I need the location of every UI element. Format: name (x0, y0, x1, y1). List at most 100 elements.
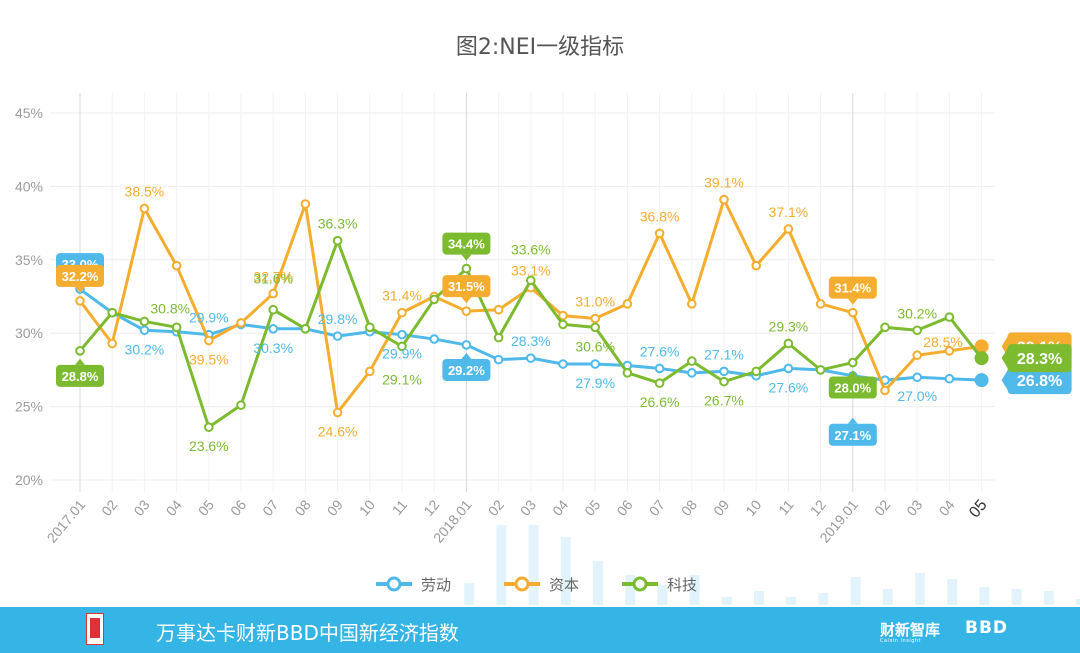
data-point (107, 338, 117, 349)
data-label: 33.1% (511, 263, 551, 279)
data-point (558, 319, 568, 330)
data-point (493, 354, 504, 365)
x-tick-label: 11 (775, 496, 797, 518)
background-bar (689, 575, 700, 605)
caixin-insight-logo: 财新智库 Caixin Insight (880, 619, 940, 644)
bubble-label: 34.4% (442, 232, 491, 261)
background-bar (915, 573, 925, 605)
data-label: 29.8% (318, 311, 358, 327)
background-bar (593, 561, 603, 605)
data-point (461, 340, 472, 350)
background-bar (947, 579, 958, 605)
data-point (783, 363, 794, 374)
data-point (429, 294, 440, 305)
bubble-bg (56, 364, 104, 387)
x-tick-label: 04 (163, 496, 185, 518)
bubble-label: 32.2% (56, 264, 104, 293)
data-label: 24.6% (318, 423, 358, 439)
x-tick-label: 09 (710, 496, 732, 518)
data-point (848, 307, 858, 318)
data-point (493, 332, 504, 343)
data-point (300, 199, 311, 209)
data-point (974, 351, 989, 366)
data-labels: 33.0%32.2%28.8%30.2%38.5%30.8%29.9%39.5%… (56, 175, 963, 454)
data-point (236, 400, 246, 410)
background-bar (625, 575, 636, 605)
data-point (204, 335, 214, 346)
data-point (687, 368, 697, 378)
bubble-label: 28.8% (56, 358, 104, 387)
bubble-bg (442, 358, 491, 381)
end-label-text: 28.3% (1017, 351, 1062, 368)
background-bar (786, 597, 797, 605)
data-point (268, 323, 279, 334)
background-bar (721, 597, 732, 605)
y-axis: 20% 25% 30% 35% 40% 45% (15, 105, 43, 488)
data-point (526, 275, 536, 286)
data-label: 30.2% (897, 305, 937, 321)
data-point (268, 288, 279, 299)
data-point (622, 368, 633, 378)
data-point (75, 346, 85, 356)
data-point (397, 307, 407, 318)
x-tick-label: 02 (485, 496, 507, 518)
bubble-label-text: 27.1% (834, 428, 871, 443)
legend-item-资本: 资本 (504, 576, 579, 594)
bubble-bg (828, 376, 877, 399)
nei-line-chart: 图2:NEI一级指标 20% 25% 30% 35% 40% 45% 2017.01 02 0… (15, 35, 1080, 605)
background-bar (818, 593, 829, 605)
x-tick-label: 12 (807, 496, 829, 518)
bubble-bg (828, 423, 877, 446)
bubble-pointer (847, 417, 858, 424)
end-label-bg (1007, 344, 1072, 373)
data-point (397, 329, 407, 340)
x-tick-label: 02 (98, 496, 120, 518)
y-tick-label: 45% (15, 105, 43, 121)
data-point (590, 313, 601, 324)
data-label: 39.5% (189, 352, 229, 368)
data-point (912, 325, 923, 336)
x-tick-label: 08 (678, 496, 700, 518)
x-tick-label: 10 (356, 496, 378, 518)
data-point (332, 331, 343, 341)
data-point (654, 363, 665, 374)
x-tick-label: 05 (195, 496, 217, 518)
legend-label: 科技 (667, 576, 697, 594)
bubble-label-text: 31.4% (834, 281, 871, 296)
data-point (719, 194, 729, 205)
data-label: 27.0% (897, 388, 937, 404)
bubble-label-text: 31.5% (448, 279, 485, 294)
caixin-insight-logo-sub: Caixin Insight (880, 638, 921, 644)
data-point (139, 325, 150, 336)
data-label: 38.5% (125, 183, 165, 199)
data-label: 28.3% (511, 333, 551, 349)
data-point (461, 306, 472, 316)
data-label: 33.6% (511, 241, 551, 257)
data-label: 29.1% (382, 371, 422, 387)
data-point (204, 422, 214, 432)
data-point (880, 385, 890, 396)
data-point (654, 228, 665, 239)
data-label: 26.7% (704, 393, 744, 409)
data-point (687, 356, 697, 366)
bubble-bg (442, 232, 491, 255)
data-point (622, 299, 633, 309)
x-tick-label: 10 (742, 496, 764, 518)
data-point (397, 341, 407, 352)
data-point (974, 373, 989, 388)
data-point (815, 365, 826, 375)
data-point (558, 359, 568, 369)
bubble-label-text: 34.4% (448, 237, 485, 252)
background-bar (850, 577, 861, 605)
data-label: 36.8% (640, 208, 680, 224)
data-point (590, 359, 601, 369)
data-point (268, 304, 279, 315)
background-bar (882, 589, 893, 605)
y-tick-label: 40% (15, 178, 43, 194)
data-point (912, 350, 923, 361)
bbd-logo: BBD (965, 618, 1009, 638)
y-tick-label: 20% (15, 472, 43, 488)
x-tick-label: 02 (871, 496, 893, 518)
data-point (912, 372, 923, 383)
data-label: 30.8% (150, 300, 190, 316)
